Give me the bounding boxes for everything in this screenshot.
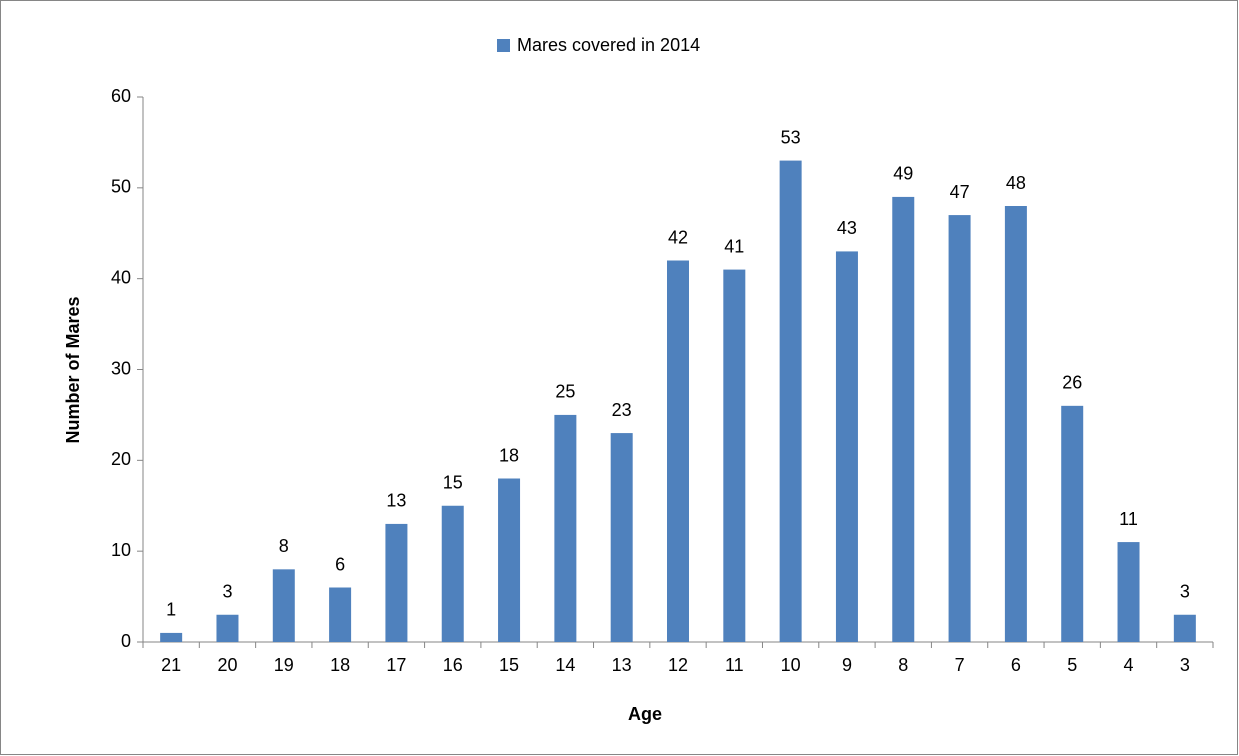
- x-tick-label: 11: [725, 655, 744, 675]
- data-label: 43: [837, 218, 857, 238]
- bar: [948, 215, 971, 643]
- bar: [216, 614, 239, 642]
- data-label: 25: [555, 382, 575, 402]
- data-label: 8: [279, 536, 289, 556]
- y-tick-label: 60: [111, 86, 131, 106]
- data-label: 11: [1119, 509, 1138, 529]
- x-tick-label: 18: [330, 655, 350, 675]
- data-label: 18: [499, 445, 519, 465]
- bar: [779, 160, 802, 643]
- x-tick-label: 5: [1067, 655, 1077, 675]
- x-tick-label: 12: [668, 655, 688, 675]
- y-tick-label: 20: [111, 449, 131, 469]
- data-label: 41: [724, 236, 744, 256]
- legend-label: Mares covered in 2014: [517, 35, 700, 55]
- x-tick-label: 10: [781, 655, 801, 675]
- bar: [667, 260, 689, 642]
- x-tick-label: 17: [386, 655, 406, 675]
- x-tick-label: 16: [443, 655, 463, 675]
- x-tick-label: 7: [955, 655, 965, 675]
- x-tick-label: 3: [1180, 655, 1190, 675]
- bar: [272, 569, 295, 642]
- bar: [498, 478, 521, 642]
- data-label: 3: [222, 582, 232, 602]
- x-tick-label: 8: [898, 655, 908, 675]
- x-tick-label: 4: [1124, 655, 1134, 675]
- bar: [1004, 206, 1027, 642]
- y-tick-label: 40: [111, 267, 131, 287]
- data-label: 15: [443, 473, 463, 493]
- bar: [385, 523, 408, 642]
- y-tick-label: 50: [111, 177, 131, 197]
- y-axis-title: Number of Mares: [63, 296, 83, 443]
- bar: [160, 632, 183, 642]
- y-tick-label: 0: [121, 631, 131, 651]
- x-tick-label: 13: [612, 655, 632, 675]
- x-tick-label: 20: [217, 655, 237, 675]
- data-label: 6: [335, 554, 345, 574]
- data-label: 13: [386, 491, 406, 511]
- bar: [1061, 405, 1084, 642]
- bar: [441, 505, 464, 642]
- y-tick-label: 10: [111, 540, 131, 560]
- x-tick-label: 21: [161, 655, 181, 675]
- bar: [329, 587, 352, 642]
- data-label: 23: [612, 400, 632, 420]
- data-label: 42: [668, 227, 688, 247]
- data-label: 1: [166, 600, 176, 620]
- x-tick-label: 14: [555, 655, 575, 675]
- x-tick-label: 9: [842, 655, 852, 675]
- data-label: 53: [781, 127, 801, 147]
- y-tick-label: 30: [111, 358, 131, 378]
- legend-swatch: [497, 39, 510, 52]
- bar: [1117, 542, 1140, 642]
- data-label: 48: [1006, 173, 1026, 193]
- bar: [610, 433, 633, 642]
- data-label: 3: [1180, 582, 1190, 602]
- bar: [1173, 614, 1196, 642]
- bar: [892, 196, 915, 642]
- data-label: 26: [1062, 373, 1082, 393]
- bar: [554, 414, 577, 642]
- data-label: 49: [893, 164, 913, 184]
- x-axis-title: Age: [628, 704, 662, 724]
- bar: [723, 269, 746, 642]
- x-tick-label: 15: [499, 655, 519, 675]
- x-tick-label: 19: [274, 655, 294, 675]
- x-tick-label: 6: [1011, 655, 1021, 675]
- bar: [835, 251, 858, 642]
- data-label: 47: [950, 182, 970, 202]
